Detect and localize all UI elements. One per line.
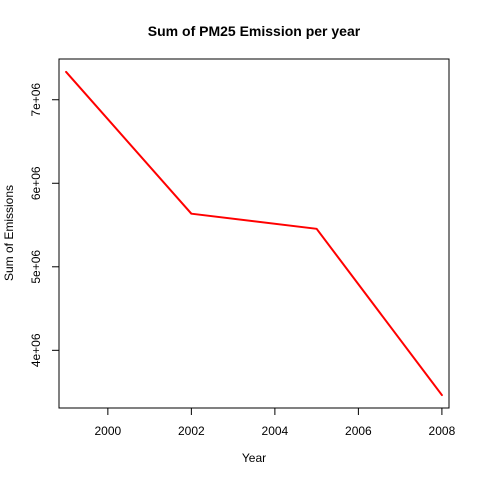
y-axis-label: Sum of Emissions <box>2 185 16 281</box>
x-axis-label: Year <box>242 451 266 465</box>
plot-box <box>58 58 450 409</box>
x-tick-label: 2008 <box>429 424 456 438</box>
chart-title: Sum of PM25 Emission per year <box>148 23 361 39</box>
x-tick-label: 2006 <box>345 424 372 438</box>
x-tick-label: 2000 <box>95 424 122 438</box>
y-tick-label: 4e+06 <box>29 333 43 367</box>
x-tick-label: 2004 <box>262 424 289 438</box>
y-tick-label: 6e+06 <box>29 166 43 200</box>
y-tick-label: 5e+06 <box>29 250 43 284</box>
y-axis: 4e+06 5e+06 6e+06 7e+06 <box>29 83 60 367</box>
x-tick-label: 2002 <box>178 424 205 438</box>
y-tick-label: 7e+06 <box>29 83 43 117</box>
emission-series-line <box>65 70 443 397</box>
x-axis: 2000 2002 2004 2006 2008 <box>95 407 456 438</box>
